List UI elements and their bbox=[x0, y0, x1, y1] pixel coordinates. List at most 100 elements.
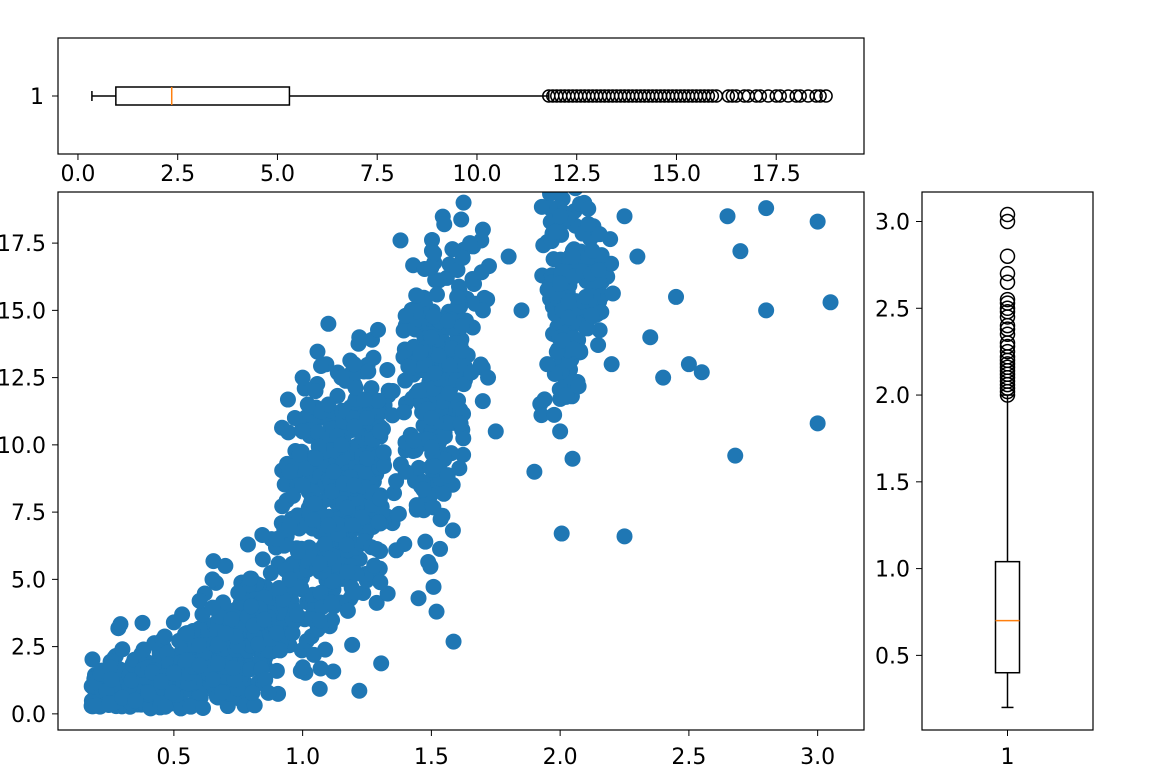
right-y-tick-label: 2.5 bbox=[875, 297, 910, 322]
top-flier-marker bbox=[721, 89, 736, 103]
scatter-point bbox=[84, 651, 101, 668]
scatter-point bbox=[88, 697, 105, 714]
scatter-point bbox=[453, 318, 470, 335]
scatter-point bbox=[271, 579, 288, 596]
scatter-point bbox=[268, 662, 285, 679]
top-flier-marker bbox=[701, 89, 716, 103]
scatter-point bbox=[732, 243, 749, 260]
top-x-tick-label: 10.0 bbox=[452, 162, 501, 187]
scatter-point bbox=[217, 557, 234, 574]
right-flier-marker bbox=[999, 213, 1016, 230]
top-y-ticks: 1 bbox=[30, 85, 58, 110]
scatter-point bbox=[370, 392, 387, 409]
scatter-point bbox=[473, 264, 490, 281]
scatter-point bbox=[474, 393, 491, 410]
right-flier-marker bbox=[999, 326, 1016, 343]
scatter-point bbox=[539, 281, 556, 298]
scatter-point bbox=[134, 614, 151, 631]
scatter-point bbox=[680, 356, 697, 373]
scatter-point bbox=[580, 200, 597, 217]
scatter-point bbox=[445, 633, 462, 650]
scatter-point bbox=[553, 263, 570, 280]
scatter-y-ticks: 0.0 2.5 5.0 7.5 10.0 12.5 15.0 17.5 bbox=[0, 232, 58, 728]
scatter-point bbox=[123, 672, 140, 689]
scatter-point bbox=[395, 322, 412, 339]
scatter-point bbox=[642, 329, 659, 346]
scatter-point bbox=[487, 423, 504, 440]
right-flier-marker bbox=[999, 274, 1016, 290]
scatter-point bbox=[455, 194, 472, 211]
scatter-point bbox=[546, 406, 563, 423]
scatter-point bbox=[758, 302, 775, 319]
scatter-point bbox=[439, 467, 456, 484]
scatter-points bbox=[83, 32, 839, 717]
right-flier-marker bbox=[999, 317, 1016, 334]
scatter-point bbox=[368, 540, 385, 557]
scatter-point bbox=[256, 611, 273, 628]
scatter-point bbox=[571, 32, 587, 48]
scatter-point bbox=[386, 485, 403, 502]
scatter-point bbox=[114, 641, 131, 658]
scatter-point bbox=[312, 660, 329, 677]
scatter-point bbox=[281, 571, 298, 588]
scatter-y-tick-label: 17.5 bbox=[0, 232, 46, 257]
scatter-y-tick-label: 2.5 bbox=[11, 636, 46, 661]
scatter-point bbox=[280, 424, 297, 441]
scatter-point bbox=[384, 383, 401, 400]
scatter-point bbox=[428, 603, 445, 620]
top-flier-marker bbox=[773, 89, 787, 103]
scatter-point bbox=[535, 170, 551, 186]
scatter-point bbox=[719, 208, 736, 225]
top-boxplot-axes: 0.0 2.5 5.0 7.5 10.0 12.5 15.0 17.5 1 bbox=[30, 37, 865, 187]
scatter-point bbox=[558, 387, 575, 404]
scatter-point bbox=[323, 594, 340, 611]
scatter-point bbox=[279, 391, 296, 408]
scatter-point bbox=[299, 396, 316, 413]
scatter-point bbox=[604, 285, 621, 302]
scatter-point bbox=[379, 585, 396, 602]
scatter-y-tick-label: 0.0 bbox=[11, 703, 46, 728]
scatter-point bbox=[580, 216, 597, 233]
scatter-point bbox=[392, 232, 409, 249]
scatter-point bbox=[286, 409, 303, 426]
top-x-tick-label: 7.5 bbox=[360, 162, 395, 187]
top-flier-marker bbox=[705, 89, 720, 103]
scatter-point bbox=[262, 565, 279, 582]
scatter-point bbox=[542, 192, 559, 202]
scatter-point bbox=[191, 637, 208, 654]
scatter-point bbox=[379, 361, 396, 378]
scatter-point bbox=[356, 391, 373, 408]
scatter-point bbox=[165, 665, 182, 682]
scatter-point bbox=[320, 396, 337, 413]
scatter-point bbox=[629, 248, 646, 265]
scatter-point bbox=[452, 415, 469, 432]
right-y-tick-label: 1.5 bbox=[875, 471, 910, 496]
top-boxplot-fliers bbox=[542, 89, 833, 103]
scatter-point bbox=[430, 347, 447, 364]
top-flier-marker bbox=[793, 89, 807, 103]
scatter-point bbox=[426, 245, 443, 262]
right-y-tick-label: 2.0 bbox=[875, 384, 910, 409]
right-flier-marker bbox=[999, 303, 1016, 320]
scatter-point bbox=[408, 287, 425, 304]
scatter-point bbox=[474, 221, 491, 238]
scatter-point bbox=[822, 294, 839, 311]
scatter-point bbox=[616, 528, 633, 545]
scatter-point bbox=[423, 409, 440, 426]
scatter-point bbox=[135, 641, 152, 658]
scatter-point bbox=[268, 531, 285, 548]
right-flier-marker bbox=[999, 300, 1016, 317]
right-box-iqr bbox=[994, 560, 1021, 674]
scatter-point bbox=[351, 329, 368, 346]
scatter-axes: 0.5 1.0 1.5 2.0 2.5 3.0 0.02.55.07.510.012.51… bbox=[0, 32, 865, 768]
scatter-point bbox=[591, 322, 608, 339]
top-x-tick-label: 5.0 bbox=[260, 162, 295, 187]
scatter-point bbox=[239, 536, 256, 553]
scatter-point bbox=[408, 497, 425, 514]
scatter-point bbox=[410, 590, 427, 607]
scatter-point bbox=[417, 533, 434, 550]
scatter-point bbox=[565, 340, 582, 357]
scatter-point bbox=[727, 447, 744, 464]
scatter-point bbox=[357, 465, 374, 482]
right-flier-marker bbox=[999, 206, 1016, 223]
